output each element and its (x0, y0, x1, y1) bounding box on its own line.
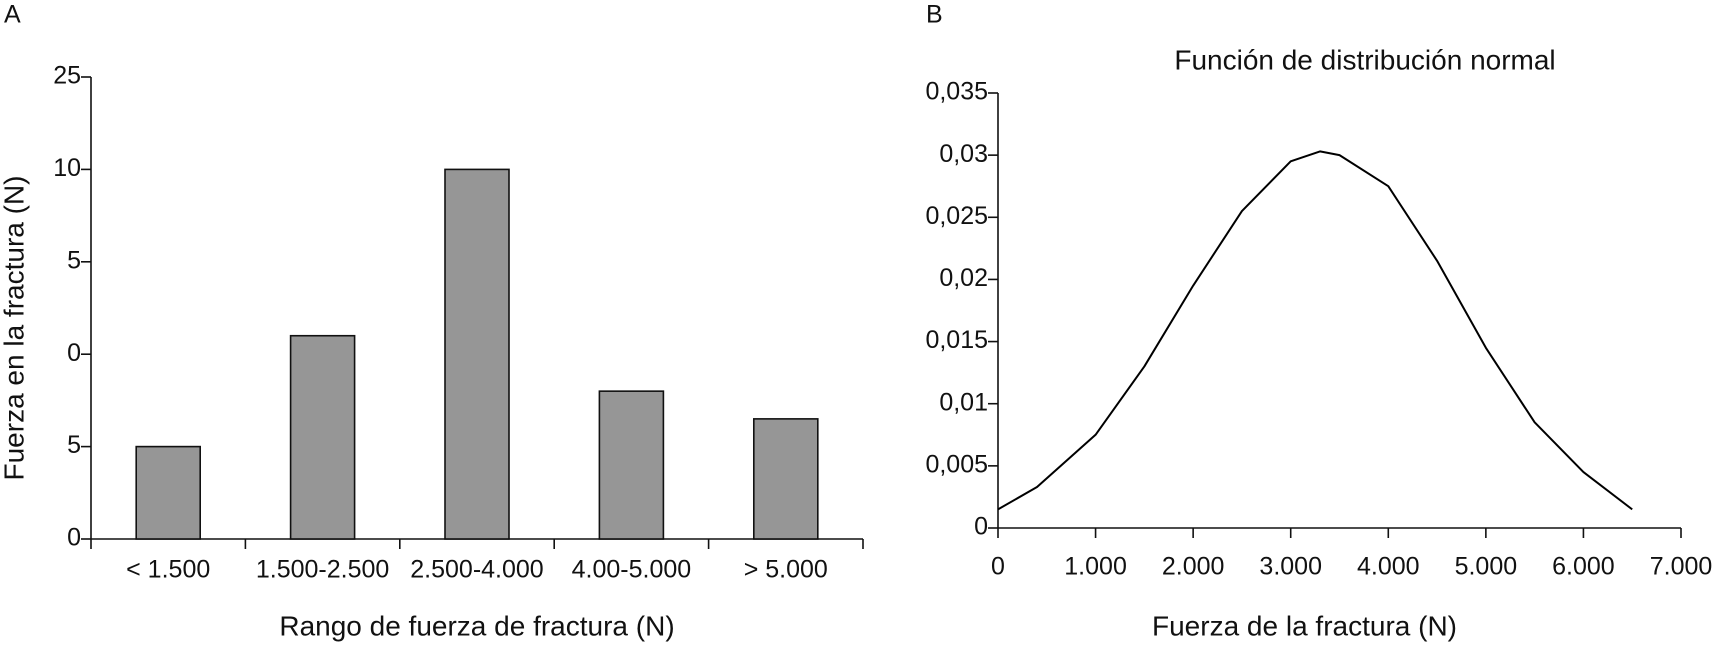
chart-title: Función de distribución normal (1174, 44, 1555, 75)
y-tick-label: 0,035 (925, 78, 988, 106)
x-axis-label: Fuerza de la fractura (N) (1152, 610, 1457, 641)
y-tick-label: 0,03 (939, 140, 988, 168)
x-tick-label: 7.000 (1650, 553, 1713, 581)
y-tick-label: 0,015 (925, 326, 988, 354)
y-axis-label: Fuerza en la fractura (N) (0, 176, 29, 481)
panel-label: B (926, 1, 943, 29)
panel-label: A (4, 1, 21, 29)
bar (289, 334, 356, 540)
y-tick-label: 5 (67, 431, 81, 459)
x-tick-label: 4.00-5.000 (572, 556, 692, 584)
x-tick-label: < 1.500 (126, 556, 210, 584)
bar (752, 418, 819, 540)
y-tick-label: 0 (67, 339, 81, 367)
y-tick-label: 0 (974, 513, 988, 541)
y-tick-label: 25 (53, 62, 81, 90)
y-tick-label: 0,025 (925, 202, 988, 230)
y-tick-label: 0,02 (939, 264, 988, 292)
x-tick-label: > 5.000 (744, 556, 828, 584)
x-tick-label: 1.500-2.500 (256, 556, 389, 584)
x-tick-label: 2.500-4.000 (410, 556, 543, 584)
x-tick-label: 3.000 (1259, 553, 1322, 581)
x-tick-label: 5.000 (1455, 553, 1518, 581)
bar (135, 445, 201, 540)
y-tick-label: 0 (67, 524, 81, 552)
y-tick-label: 10 (53, 154, 81, 182)
x-tick-label: 6.000 (1552, 553, 1615, 581)
x-tick-label: 2.000 (1162, 553, 1225, 581)
bar (444, 168, 510, 540)
x-axis-label: Rango de fuerza de fractura (N) (279, 610, 674, 641)
line (997, 150, 1633, 511)
y-tick-label: 5 (67, 246, 81, 274)
y-tick-label: 0,005 (925, 450, 988, 478)
bar (598, 390, 665, 540)
x-tick-label: 0 (991, 553, 1005, 581)
x-tick-label: 1.000 (1064, 553, 1127, 581)
x-tick-label: 4.000 (1357, 553, 1420, 581)
y-tick-label: 0,01 (939, 388, 988, 416)
